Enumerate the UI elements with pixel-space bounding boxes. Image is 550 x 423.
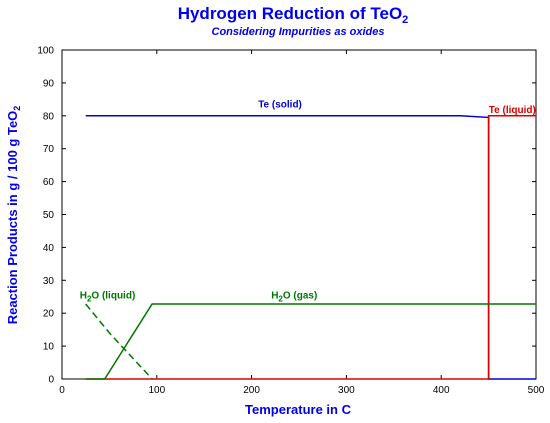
chart-title-subscript: 2 [402, 14, 408, 26]
series-label-h2o_liquid: H2O (liquid) [80, 290, 136, 303]
y-tick-label-1: 10 [43, 342, 55, 353]
series-label-te_solid: Te (solid) [258, 100, 302, 111]
x-tick-label-5: 500 [528, 385, 545, 396]
plot-area: 0 100 200 300 400 500 0 10 20 30 40 50 60 70 80 90 100 Te… [37, 46, 544, 397]
y-tick-label-3: 30 [43, 276, 55, 287]
x-tick-label-2: 200 [243, 385, 260, 396]
y-axis-label-main: Reaction Products in g / 100 g TeO [5, 111, 20, 325]
series-line-h2o_gas [85, 303, 536, 380]
x-tick-label-0: 0 [59, 385, 65, 396]
y-axis-label-subscript: 2 [12, 106, 22, 111]
y-tick-label-5: 50 [43, 210, 55, 221]
y-tick-label-6: 60 [43, 177, 55, 188]
series-line-te_liquid [85, 115, 536, 380]
series-label-te_liquid: Te (liquid) [489, 105, 536, 116]
x-tick-label-3: 300 [338, 385, 355, 396]
chart-title-main: Hydrogen Reduction of TeO [178, 4, 402, 23]
y-tick-label-0: 0 [48, 375, 54, 386]
y-tick-label-9: 90 [43, 78, 55, 89]
x-axis-label: Temperature in C [245, 402, 352, 417]
chart-subtitle: Considering Impurities as oxides [212, 26, 385, 38]
y-tick-label-7: 70 [43, 144, 55, 155]
series-label-h2o_gas: H2O (gas) [271, 290, 317, 303]
y-tick-label-8: 80 [43, 111, 55, 122]
y-axis-label: Reaction Products in g / 100 g TeO2 [5, 106, 22, 325]
y-tick-label-4: 40 [43, 243, 55, 254]
series-line-te_solid [85, 115, 536, 380]
svg-text:Hydrogen Reduction of TeO2: Hydrogen Reduction of TeO2 [178, 4, 409, 26]
series-line-h2o_liquid [85, 303, 153, 380]
x-tick-label-1: 100 [148, 385, 165, 396]
chart-title: Hydrogen Reduction of TeO2 [178, 4, 409, 26]
y-tick-label-2: 20 [43, 309, 55, 320]
y-tick-label-10: 100 [37, 46, 54, 57]
x-tick-label-4: 400 [433, 385, 450, 396]
